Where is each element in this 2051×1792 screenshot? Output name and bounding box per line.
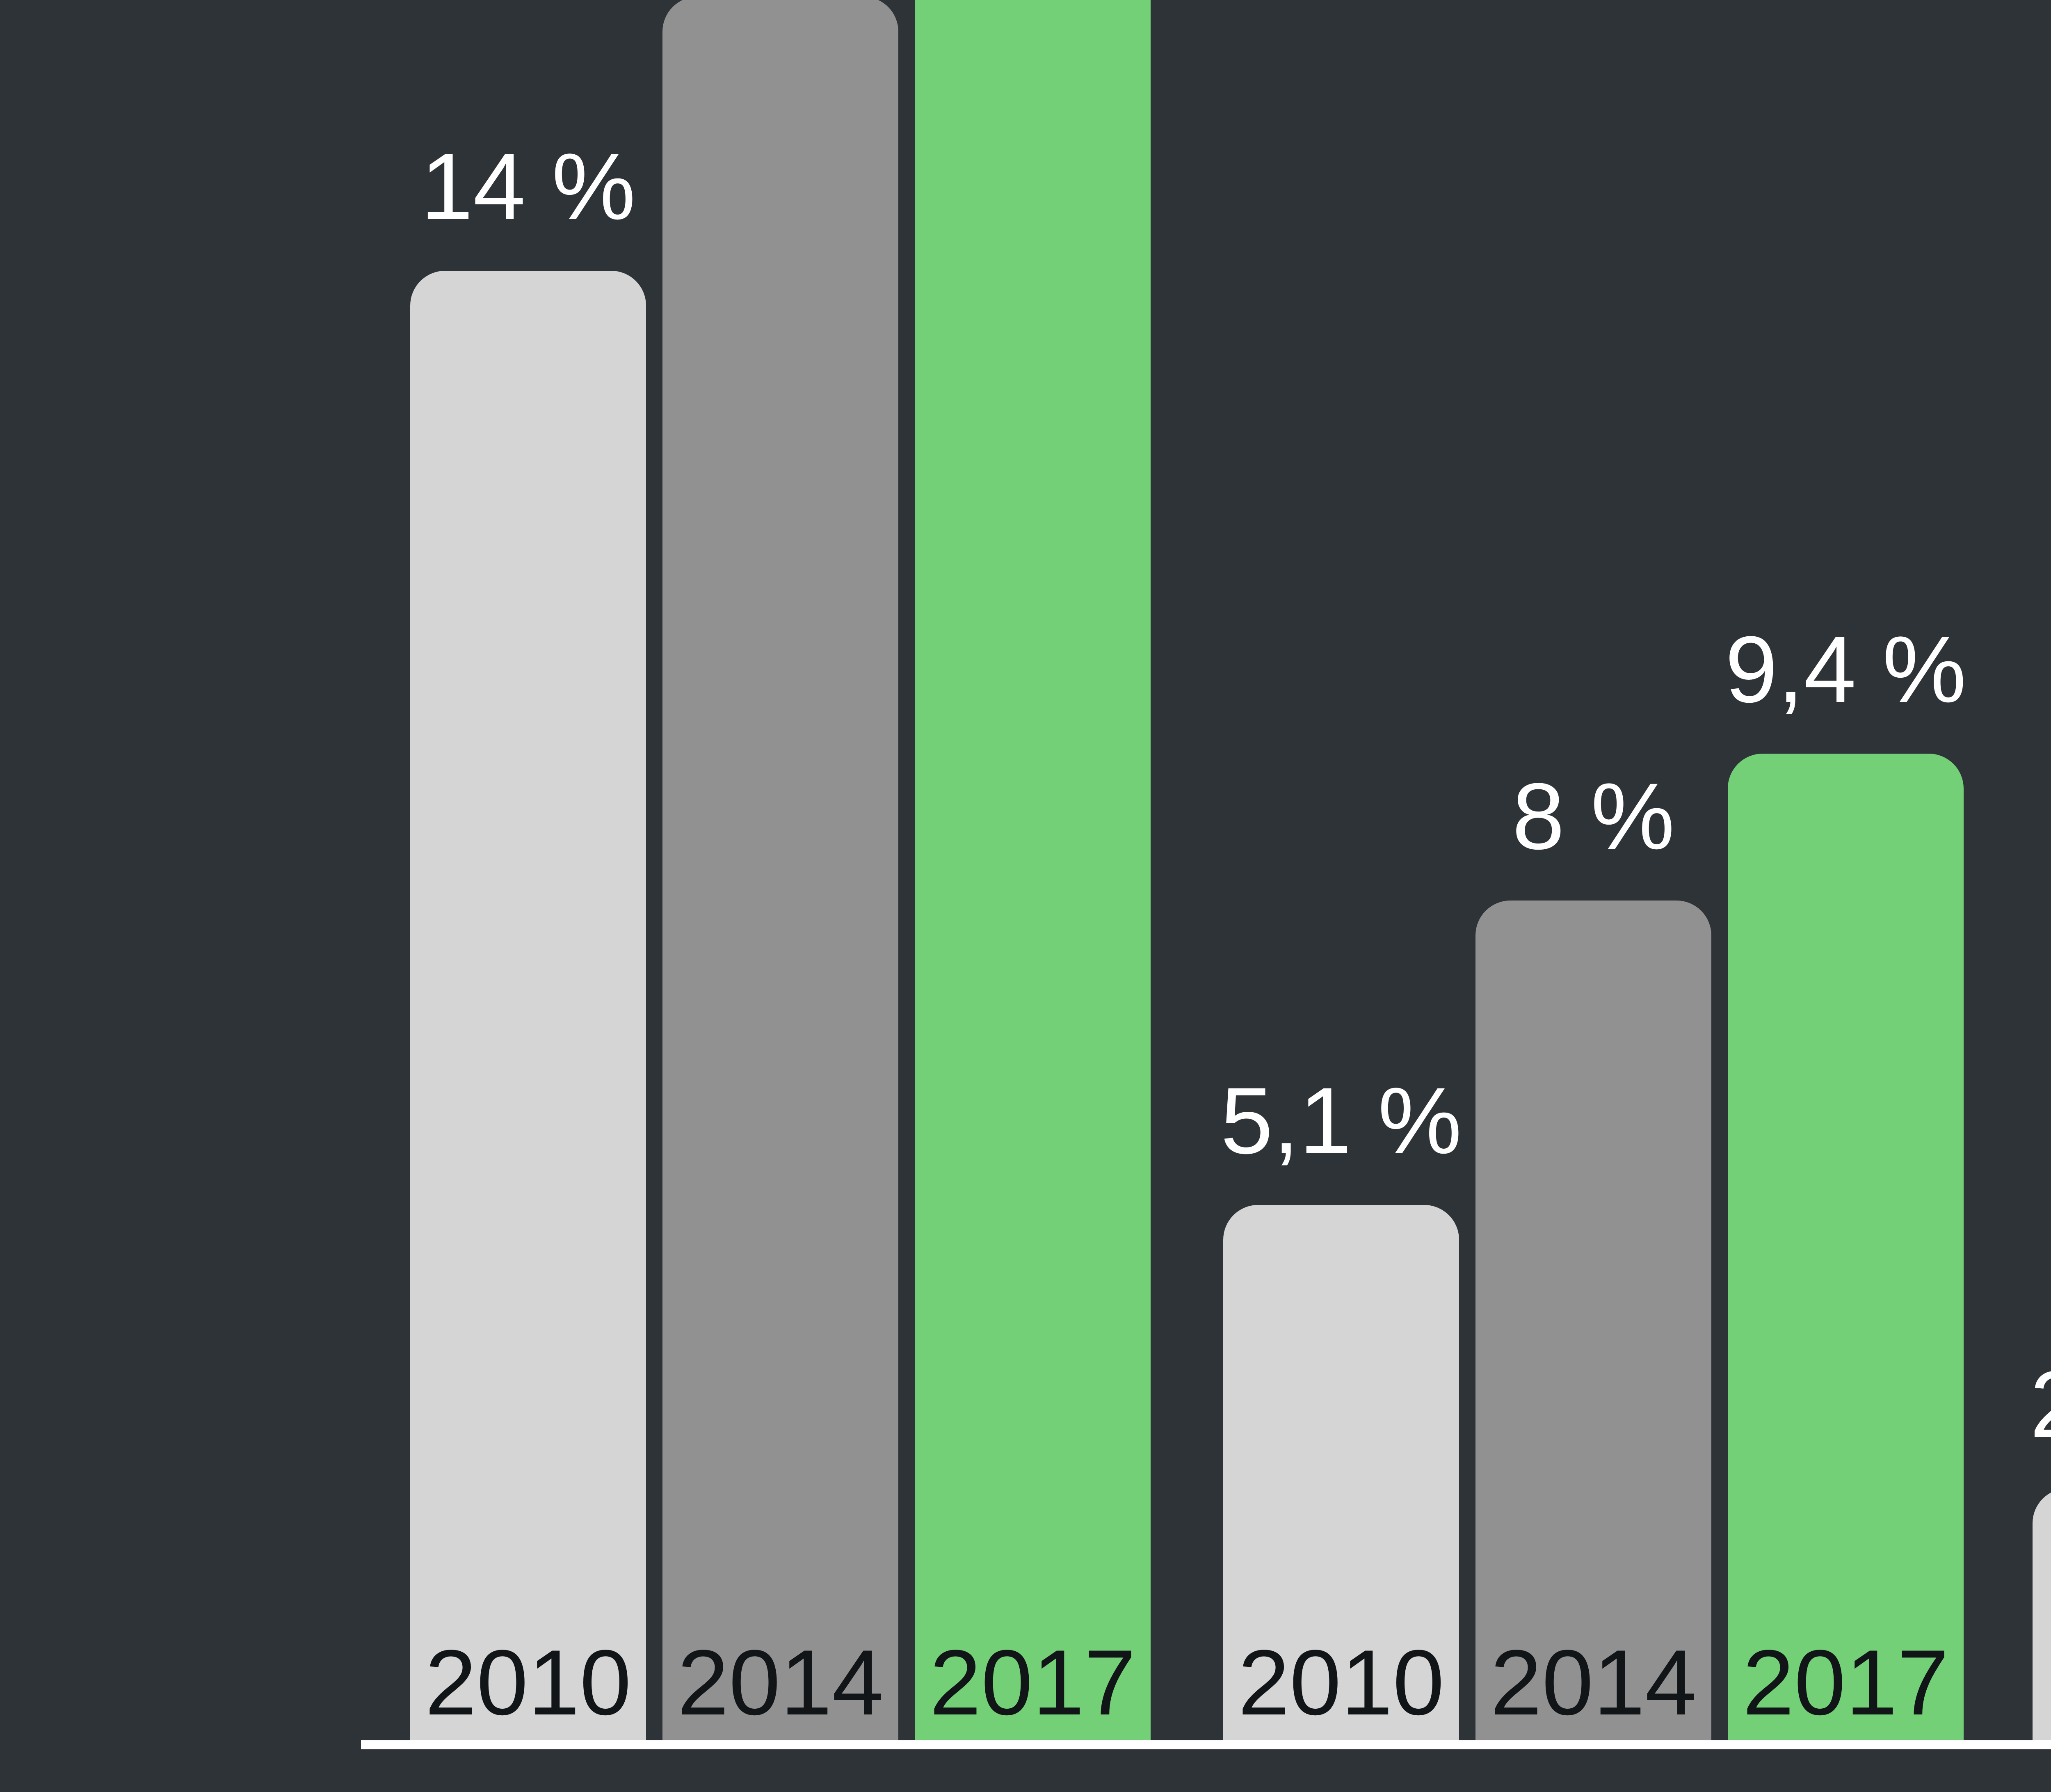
year-label-group2-2010: 2010	[1238, 1630, 1444, 1734]
value-label-group1-2010: 14 %	[420, 133, 636, 239]
bar-group1-2010	[410, 270, 646, 1740]
x-axis-baseline	[361, 1740, 2051, 1749]
year-label-group1-2010: 2010	[425, 1630, 631, 1734]
value-label-group2-2017: 9,4 %	[1725, 616, 1966, 722]
bar-group3-2010	[2033, 1488, 2051, 1740]
year-label-group1-2017: 2017	[930, 1630, 1136, 1734]
bar-group2-2010	[1223, 1205, 1459, 1740]
bar-group2-2017	[1728, 753, 1964, 1740]
value-label-group3-2010: 2,4 %	[2030, 1357, 2051, 1451]
value-label-group2-2010: 5,1 %	[1220, 1068, 1462, 1174]
year-label-group2-2017: 2017	[1743, 1630, 1949, 1734]
value-label-group2-2014: 8 %	[1512, 763, 1675, 869]
year-label-group3-2010: 2010	[2047, 1636, 2051, 1729]
bar-group2-2014	[1475, 901, 1711, 1740]
year-label-group1-2014: 2014	[677, 1630, 884, 1734]
bar-group1-2014	[662, 0, 898, 1740]
year-label-group2-2014: 2014	[1490, 1630, 1697, 1734]
bar-group1-2017	[915, 0, 1151, 1740]
